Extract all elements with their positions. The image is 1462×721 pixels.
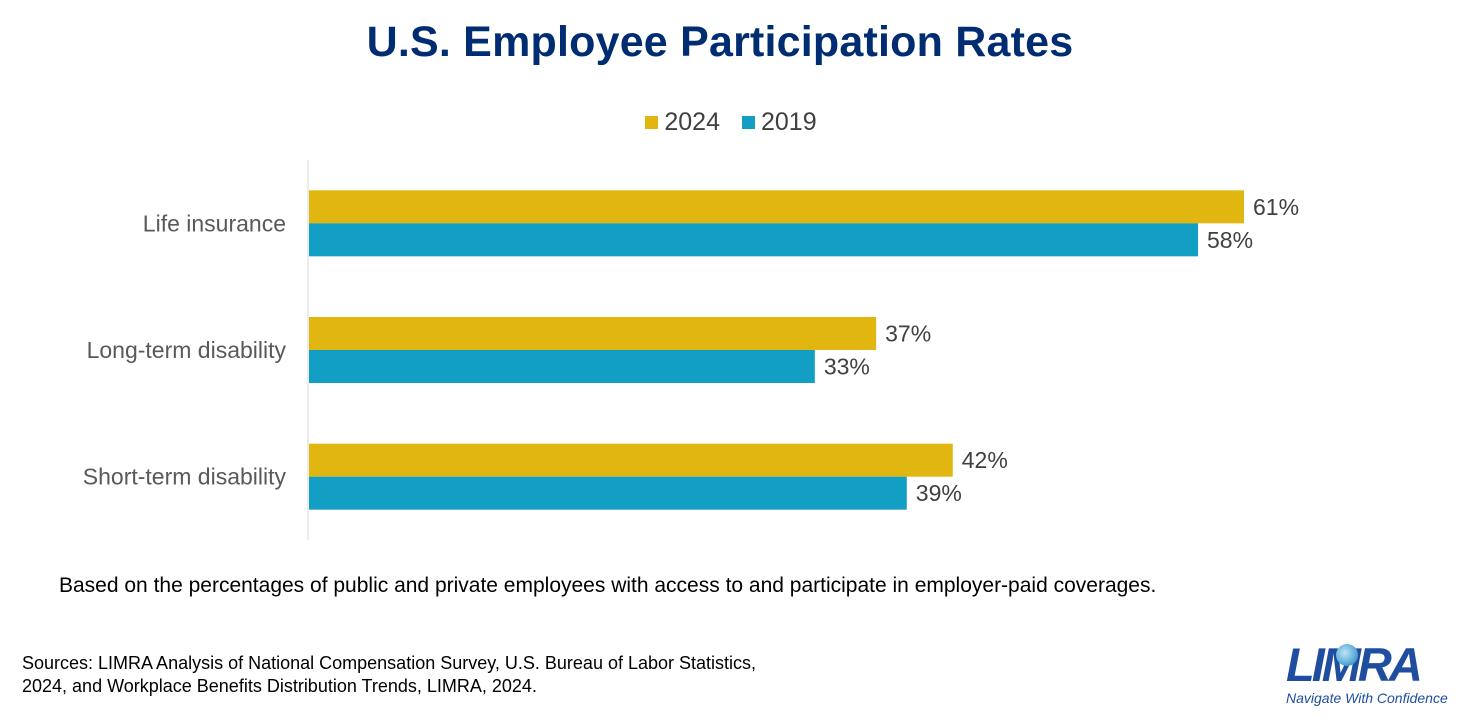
bar-life-insurance-2019: [309, 223, 1199, 257]
legend-label-2019: 2019: [761, 108, 817, 136]
sources-line-1: Sources: LIMRA Analysis of National Comp…: [22, 653, 757, 673]
category-label-life-insurance: Life insurance: [143, 210, 286, 236]
legend-item-2024: 2024: [645, 108, 720, 137]
category-label-long-term-disability: Long-term disability: [87, 337, 287, 363]
data-label-long-term-disability-2024: 37%: [885, 321, 931, 347]
bar-chart: Life insurance 61%58% Long-term disability…: [83, 160, 1299, 540]
chart-note: Based on the percentages of public and p…: [59, 574, 1157, 597]
data-label-life-insurance-2024: 61%: [1253, 194, 1299, 220]
sources-line-2: 2024, and Workplace Benefits Distributio…: [22, 676, 537, 696]
legend-swatch-2019: [742, 116, 755, 129]
sources-text: Sources: LIMRA Analysis of National Comp…: [22, 652, 842, 698]
data-label-long-term-disability-2019: 33%: [824, 354, 870, 380]
category-label-short-term-disability: Short-term disability: [83, 464, 287, 490]
limra-logo: LIMRA Navigate With Confidence: [1284, 640, 1448, 710]
chart-legend: 2024 2019: [0, 108, 1462, 137]
data-label-short-term-disability-2024: 42%: [962, 447, 1008, 473]
bar-short-term-disability-2019: [309, 476, 907, 510]
bar-long-term-disability-2019: [309, 350, 815, 383]
legend-label-2024: 2024: [664, 108, 720, 136]
globe-icon: [1336, 644, 1358, 666]
data-label-short-term-disability-2019: 39%: [916, 480, 962, 506]
legend-item-2019: 2019: [742, 108, 817, 137]
bar-life-insurance-2024: [309, 190, 1244, 224]
chart-title: U.S. Employee Participation Rates: [366, 18, 1074, 66]
bar-long-term-disability-2024: [309, 317, 877, 350]
bar-short-term-disability-2024: [309, 443, 953, 477]
logo-tagline: Navigate With Confidence: [1286, 690, 1448, 706]
legend-swatch-2024: [645, 116, 659, 129]
data-label-life-insurance-2019: 58%: [1207, 227, 1253, 253]
